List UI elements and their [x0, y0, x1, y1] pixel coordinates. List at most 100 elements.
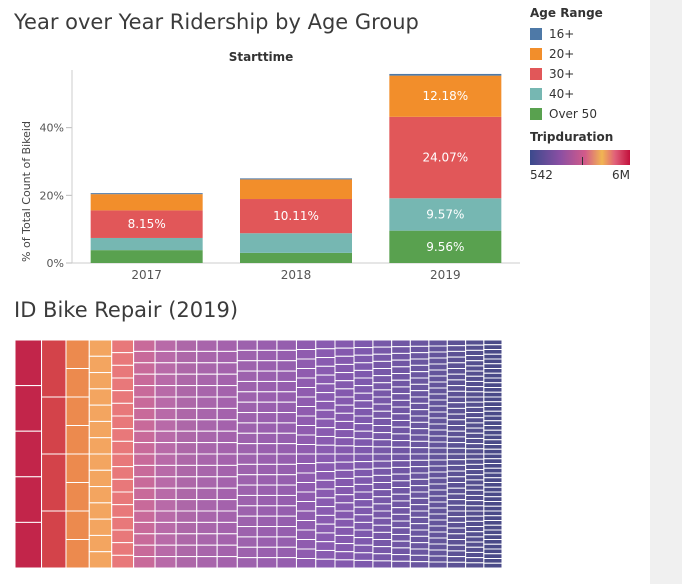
- treemap-cell[interactable]: [334, 551, 355, 561]
- treemap-cell[interactable]: [483, 448, 503, 455]
- treemap-cell[interactable]: [154, 556, 177, 569]
- treemap-cell[interactable]: [391, 413, 411, 421]
- treemap-cell[interactable]: [315, 506, 336, 516]
- treemap-cell[interactable]: [372, 403, 393, 412]
- treemap-cell[interactable]: [465, 349, 485, 357]
- treemap-cell[interactable]: [391, 520, 411, 529]
- treemap-cell[interactable]: [446, 442, 467, 449]
- treemap-cell[interactable]: [175, 476, 198, 489]
- treemap-cell[interactable]: [353, 552, 374, 561]
- treemap-cell[interactable]: [483, 372, 503, 379]
- treemap-cell[interactable]: [111, 491, 135, 506]
- treemap-cell[interactable]: [256, 474, 278, 486]
- treemap-cell[interactable]: [196, 544, 218, 558]
- treemap-cell[interactable]: [428, 537, 448, 545]
- treemap-cell[interactable]: [111, 466, 135, 480]
- treemap-cell[interactable]: [372, 503, 393, 512]
- treemap-cell[interactable]: [334, 339, 355, 349]
- treemap-cell[interactable]: [133, 373, 156, 387]
- treemap-cell[interactable]: [409, 358, 430, 366]
- treemap-cell[interactable]: [446, 419, 467, 427]
- treemap-cell[interactable]: [483, 429, 503, 436]
- treemap-cell[interactable]: [111, 428, 135, 442]
- treemap-cell[interactable]: [391, 453, 411, 462]
- treemap-cell[interactable]: [372, 339, 393, 348]
- treemap-cell[interactable]: [175, 419, 198, 432]
- treemap-cell[interactable]: [465, 401, 485, 408]
- treemap-cell[interactable]: [483, 453, 503, 460]
- bar-segment[interactable]: [389, 230, 502, 263]
- treemap-cell[interactable]: [111, 542, 135, 556]
- treemap-cell[interactable]: [236, 474, 258, 486]
- treemap-cell[interactable]: [372, 389, 393, 398]
- treemap-cell[interactable]: [391, 560, 411, 569]
- treemap-cell[interactable]: [256, 380, 278, 393]
- treemap-cell[interactable]: [236, 412, 258, 424]
- treemap-cell[interactable]: [483, 553, 503, 559]
- treemap-cell[interactable]: [372, 453, 393, 462]
- treemap-cell[interactable]: [483, 349, 503, 355]
- treemap-cell[interactable]: [428, 513, 448, 521]
- treemap-cell[interactable]: [154, 476, 177, 489]
- treemap-cell[interactable]: [111, 453, 135, 468]
- treemap-cell[interactable]: [465, 474, 485, 481]
- treemap-cell[interactable]: [465, 469, 485, 476]
- treemap-cell[interactable]: [428, 471, 448, 479]
- treemap-cell[interactable]: [236, 370, 258, 382]
- treemap-cell[interactable]: [256, 422, 278, 434]
- treemap-cell[interactable]: [315, 409, 336, 420]
- treemap-cell[interactable]: [334, 543, 355, 553]
- treemap-cell[interactable]: [334, 534, 355, 545]
- treemap-cell[interactable]: [276, 391, 297, 403]
- treemap-cell[interactable]: [256, 370, 278, 382]
- treemap-cell[interactable]: [465, 505, 485, 512]
- treemap-cell[interactable]: [465, 391, 485, 398]
- treemap-cell[interactable]: [276, 412, 297, 424]
- treemap-cell[interactable]: [154, 533, 177, 546]
- treemap-cell[interactable]: [446, 476, 467, 484]
- treemap-cell[interactable]: [465, 432, 485, 439]
- treemap-cell[interactable]: [133, 396, 156, 409]
- treemap-cell[interactable]: [353, 537, 374, 546]
- treemap-cell[interactable]: [372, 560, 393, 569]
- treemap-cell[interactable]: [315, 541, 336, 551]
- treemap-cell[interactable]: [334, 437, 355, 447]
- treemap-cell[interactable]: [295, 491, 317, 502]
- treemap-cell[interactable]: [236, 463, 258, 476]
- treemap-cell[interactable]: [276, 422, 297, 434]
- treemap-cell[interactable]: [196, 430, 218, 444]
- treemap-cell[interactable]: [196, 487, 218, 501]
- treemap-cell[interactable]: [295, 377, 317, 388]
- treemap-cell[interactable]: [391, 533, 411, 542]
- treemap-cell[interactable]: [175, 350, 198, 364]
- treemap-cell[interactable]: [133, 464, 156, 478]
- treemap-cell[interactable]: [315, 532, 336, 543]
- treemap-cell[interactable]: [256, 536, 278, 548]
- treemap-cell[interactable]: [465, 448, 485, 455]
- treemap-cell[interactable]: [334, 380, 355, 390]
- treemap-cell[interactable]: [372, 460, 393, 469]
- treemap-cell[interactable]: [236, 401, 258, 414]
- treemap-cell[interactable]: [236, 443, 258, 455]
- treemap-cell[interactable]: [154, 396, 177, 409]
- treemap-cell[interactable]: [133, 442, 156, 455]
- treemap-cell[interactable]: [256, 484, 278, 496]
- treemap-cell[interactable]: [276, 546, 297, 559]
- treemap-cell[interactable]: [446, 436, 467, 444]
- treemap-cell[interactable]: [276, 432, 297, 445]
- treemap-cell[interactable]: [295, 529, 317, 540]
- treemap-cell[interactable]: [391, 473, 411, 482]
- treemap-cell[interactable]: [465, 546, 485, 553]
- treemap-cell[interactable]: [133, 362, 156, 375]
- treemap-cell[interactable]: [236, 422, 258, 434]
- treemap-cell[interactable]: [446, 425, 467, 432]
- treemap-cell[interactable]: [315, 444, 336, 455]
- treemap-cell[interactable]: [465, 515, 485, 522]
- treemap-cell[interactable]: [88, 420, 113, 439]
- treemap-cell[interactable]: [236, 505, 258, 517]
- treemap-cell[interactable]: [409, 383, 430, 392]
- treemap-cell[interactable]: [465, 489, 485, 496]
- treemap-cell[interactable]: [295, 396, 317, 407]
- treemap-cell[interactable]: [65, 453, 90, 483]
- treemap-cell[interactable]: [409, 529, 430, 537]
